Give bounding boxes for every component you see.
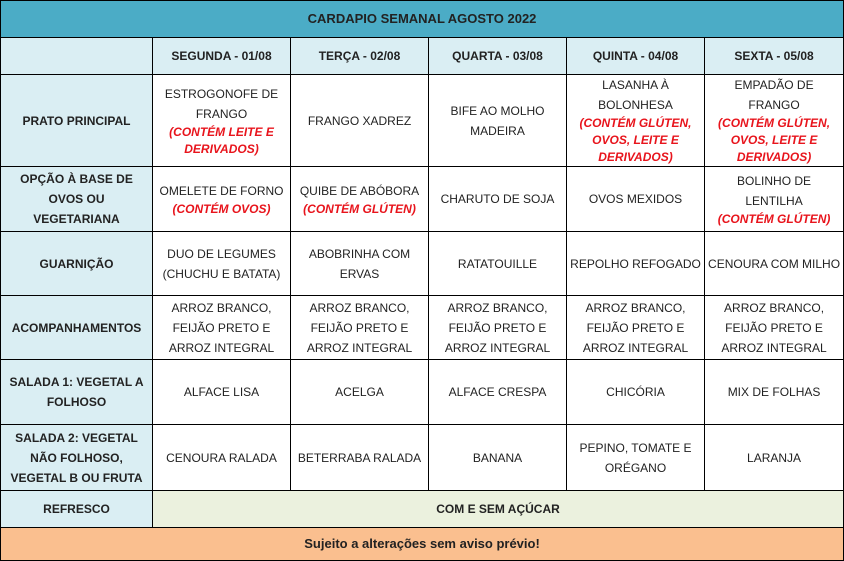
dish-name: OMELETE DE FORNO (159, 183, 284, 198)
refresco-value: COM E SEM AÇÚCAR (151, 490, 844, 528)
menu-cell: ALFACE LISA (152, 359, 291, 425)
allergen-warning: (CONTÉM OVOS) (172, 201, 271, 216)
dish-name: LASANHA À BOLONHESA (598, 78, 673, 112)
menu-cell: CHICÓRIA (566, 359, 705, 425)
footer-notice: Sujeito a alterações sem aviso prévio! (0, 527, 844, 561)
menu-cell: ESTROGONOFE DE FRANGO (CONTÉM LEITE E DER… (152, 74, 291, 167)
menu-cell: EMPADÃO DE FRANGO (CONTÉM GLÚTEN, OVOS, L… (703, 74, 844, 167)
row-label: GUARNIÇÃO (0, 231, 153, 296)
day-header: SEGUNDA - 01/08 (152, 37, 291, 75)
corner-cell (0, 37, 153, 75)
menu-cell: BETERRABA RALADA (290, 424, 429, 491)
menu-cell: ARROZ BRANCO, FEIJÃO PRETO E ARROZ INTEG… (703, 295, 844, 360)
dish-name: ARROZ BRANCO, FEIJÃO PRETO E ARROZ INTEG… (306, 300, 413, 355)
dish-name: CENOURA RALADA (166, 450, 277, 465)
dish-name: CENOURA COM MILHO (708, 256, 841, 271)
row-label: ACOMPANHAMENTOS (0, 295, 153, 360)
row-label: SALADA 2: VEGETAL NÃO FOLHOSO, VEGETAL B… (0, 424, 153, 491)
dish-name: REPOLHO REFOGADO (570, 256, 701, 271)
menu-cell: PEPINO, TOMATE E ORÉGANO (566, 424, 705, 491)
day-header: SEXTA - 05/08 (703, 37, 844, 75)
menu-cell: CHARUTO DE SOJA (428, 166, 567, 232)
allergen-warning: (CONTÉM GLÚTEN) (717, 211, 831, 226)
menu-cell: OMELETE DE FORNO (CONTÉM OVOS) (152, 166, 291, 232)
day-header: QUARTA - 03/08 (428, 37, 567, 75)
dish-name: LARANJA (747, 450, 802, 465)
dish-name: BETERRABA RALADA (297, 450, 422, 465)
menu-cell: ALFACE CRESPA (428, 359, 567, 425)
dish-name: CHARUTO DE SOJA (440, 192, 555, 206)
dish-name: ARROZ BRANCO, FEIJÃO PRETO E ARROZ INTEG… (582, 300, 689, 355)
menu-cell: ABOBRINHA COM ERVAS (290, 231, 429, 296)
day-header: TERÇA - 02/08 (290, 37, 429, 75)
dish-name: CHICÓRIA (606, 385, 665, 399)
allergen-warning: (CONTÉM LEITE E DERIVADOS) (169, 124, 274, 156)
row-label-refresco: REFRESCO (0, 490, 153, 528)
dish-name: ALFACE CRESPA (448, 385, 547, 399)
menu-cell: OVOS MEXIDOS (566, 166, 705, 232)
dish-name: ARROZ BRANCO, FEIJÃO PRETO E ARROZ INTEG… (168, 300, 275, 355)
menu-row: GUARNIÇÃO DUO DE LEGUMES (CHUCHU E BATATA… (0, 231, 844, 296)
menu-title: CARDAPIO SEMANAL AGOSTO 2022 (0, 0, 844, 38)
dish-name: OVOS MEXIDOS (588, 192, 683, 206)
menu-cell: DUO DE LEGUMES (CHUCHU E BATATA) (152, 231, 291, 296)
menu-row: SALADA 1: VEGETAL A FOLHOSO ALFACE LISA AC… (0, 359, 844, 425)
menu-cell: BOLINHO DE LENTILHA (CONTÉM GLÚTEN) (703, 166, 844, 232)
menu-cell: ARROZ BRANCO, FEIJÃO PRETO E ARROZ INTEG… (152, 295, 291, 360)
row-label: SALADA 1: VEGETAL A FOLHOSO (0, 359, 153, 425)
dish-name: ARROZ BRANCO, FEIJÃO PRETO E ARROZ INTEG… (444, 300, 551, 355)
dish-name: BOLINHO DE LENTILHA (737, 173, 812, 208)
menu-cell: BIFE AO MOLHO MADEIRA (428, 74, 567, 167)
allergen-warning: (CONTÉM GLÚTEN, OVOS, LEITE E DERIVADOS) (718, 116, 831, 164)
menu-cell: FRANGO XADREZ (290, 74, 429, 167)
dish-name: BANANA (472, 450, 523, 465)
day-header: QUINTA - 04/08 (566, 37, 705, 75)
menu-cell: CENOURA RALADA (152, 424, 291, 491)
menu-row: SALADA 2: VEGETAL NÃO FOLHOSO, VEGETAL B… (0, 424, 844, 491)
dish-name: DUO DE LEGUMES (CHUCHU E BATATA) (162, 246, 281, 281)
allergen-warning: (CONTÉM GLÚTEN) (303, 201, 416, 216)
menu-cell: QUIBE DE ABÓBORA (CONTÉM GLÚTEN) (290, 166, 429, 232)
dish-name: MIX DE FOLHAS (727, 385, 821, 399)
menu-cell: ACELGA (290, 359, 429, 425)
dish-name: ESTROGONOFE DE FRANGO (164, 86, 279, 121)
menu-cell: CENOURA COM MILHO (703, 231, 844, 296)
dish-name: EMPADÃO DE FRANGO (734, 78, 814, 112)
dish-name: ACELGA (335, 385, 384, 399)
dish-name: ARROZ BRANCO, FEIJÃO PRETO E ARROZ INTEG… (721, 300, 827, 355)
menu-cell: ARROZ BRANCO, FEIJÃO PRETO E ARROZ INTEG… (428, 295, 567, 360)
row-label: OPÇÃO À BASE DE OVOS OU VEGETARIANA (0, 166, 153, 232)
menu-cell: RATATOUILLE (428, 231, 567, 296)
dish-name: ABOBRINHA COM ERVAS (308, 246, 411, 281)
dish-name: QUIBE DE ABÓBORA (299, 183, 420, 198)
dish-name: RATATOUILLE (457, 256, 538, 271)
menu-row: ACOMPANHAMENTOS ARROZ BRANCO, FEIJÃO PRET… (0, 295, 844, 360)
menu-cell: LASANHA À BOLONHESA (CONTÉM GLÚTEN, OVOS,… (566, 74, 705, 167)
dish-name: ALFACE LISA (183, 385, 260, 399)
allergen-warning: (CONTÉM GLÚTEN, OVOS, LEITE E DERIVADOS) (579, 116, 692, 164)
dish-name: FRANGO XADREZ (307, 113, 412, 128)
menu-cell: ARROZ BRANCO, FEIJÃO PRETO E ARROZ INTEG… (290, 295, 429, 360)
menu-cell: BANANA (428, 424, 567, 491)
dish-name: BIFE AO MOLHO MADEIRA (450, 103, 545, 138)
menu-row: OPÇÃO À BASE DE OVOS OU VEGETARIANA OMELE… (0, 166, 844, 232)
menu-cell: MIX DE FOLHAS (703, 359, 844, 425)
menu-row: PRATO PRINCIPAL ESTROGONOFE DE FRANGO (CON… (0, 74, 844, 167)
menu-cell: ARROZ BRANCO, FEIJÃO PRETO E ARROZ INTEG… (566, 295, 705, 360)
dish-name: PEPINO, TOMATE E ORÉGANO (579, 440, 692, 475)
menu-cell: REPOLHO REFOGADO (566, 231, 705, 296)
row-label: PRATO PRINCIPAL (0, 74, 153, 167)
menu-cell: LARANJA (703, 424, 844, 491)
